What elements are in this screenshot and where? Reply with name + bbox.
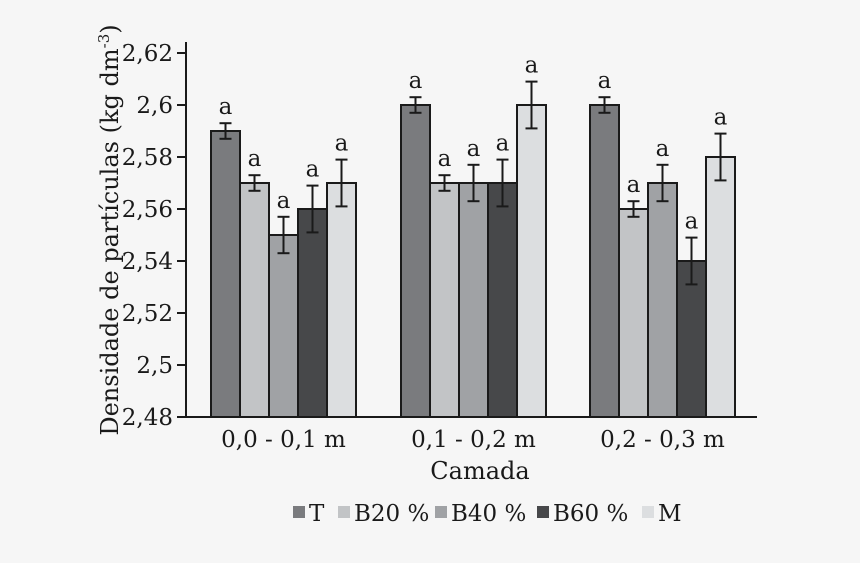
legend-swatch-B60	[537, 506, 549, 518]
sig-label: a	[685, 209, 699, 235]
x-category-label: 0,1 - 0,2 m	[411, 427, 536, 453]
y-tick-label: 2,6	[136, 93, 173, 119]
legend-label-B40: B40 %	[451, 501, 526, 527]
sig-label: a	[219, 94, 233, 120]
sig-label: a	[525, 53, 539, 79]
bar-B40-group3	[647, 182, 678, 418]
sig-label: a	[277, 188, 291, 214]
legend-label-B20: B20 %	[354, 501, 429, 527]
bar-B20-group3	[618, 208, 649, 418]
bar-B40-group1	[268, 234, 299, 418]
y-tick-label: 2,56	[122, 197, 173, 223]
sig-label: a	[598, 68, 612, 94]
bar-T-group2	[400, 104, 431, 418]
bar-T-group3	[589, 104, 620, 418]
y-axis-title-close: )	[96, 24, 124, 33]
y-tick-label: 2,5	[136, 353, 173, 379]
sig-label: a	[335, 131, 349, 157]
sig-label: a	[306, 157, 320, 183]
sig-label: a	[438, 146, 452, 172]
legend-swatch-T	[293, 506, 305, 518]
y-tick-label: 2,62	[122, 41, 173, 67]
sig-label: a	[467, 136, 481, 162]
y-tick-label: 2,52	[122, 301, 173, 327]
bar-B60-group2	[487, 182, 518, 418]
y-axis-title-superscript: -3	[95, 34, 113, 49]
sig-label: a	[409, 68, 423, 94]
sig-label: a	[248, 146, 262, 172]
y-tick-label: 2,48	[122, 405, 173, 431]
bar-B20-group1	[239, 182, 270, 418]
legend-swatch-B40	[435, 506, 447, 518]
legend-swatch-B20	[338, 506, 350, 518]
x-category-label: 0,2 - 0,3 m	[600, 427, 725, 453]
bar-B60-group1	[297, 208, 328, 418]
legend-label-M: M	[658, 501, 682, 527]
y-tick-label: 2,58	[122, 145, 173, 171]
sig-label: a	[496, 131, 510, 157]
bar-B40-group2	[458, 182, 489, 418]
y-tick-label: 2,54	[122, 249, 173, 275]
x-category-label: 0,0 - 0,1 m	[221, 427, 346, 453]
y-axis-title: Densidade de partículas (kg dm-3)	[95, 24, 124, 435]
x-axis-title: Camada	[430, 457, 529, 485]
bar-T-group1	[210, 130, 241, 418]
legend-label-B60: B60 %	[553, 501, 628, 527]
bar-M-group1	[326, 182, 357, 418]
y-axis-title-main: Densidade de partículas (kg dm	[96, 48, 124, 436]
bar-B20-group2	[429, 182, 460, 418]
sig-label: a	[627, 172, 641, 198]
sig-label: a	[714, 105, 728, 131]
legend-swatch-M	[642, 506, 654, 518]
bar-M-group3	[705, 156, 736, 418]
bar-M-group2	[516, 104, 547, 418]
legend-label-T: T	[309, 501, 325, 527]
sig-label: a	[656, 136, 670, 162]
